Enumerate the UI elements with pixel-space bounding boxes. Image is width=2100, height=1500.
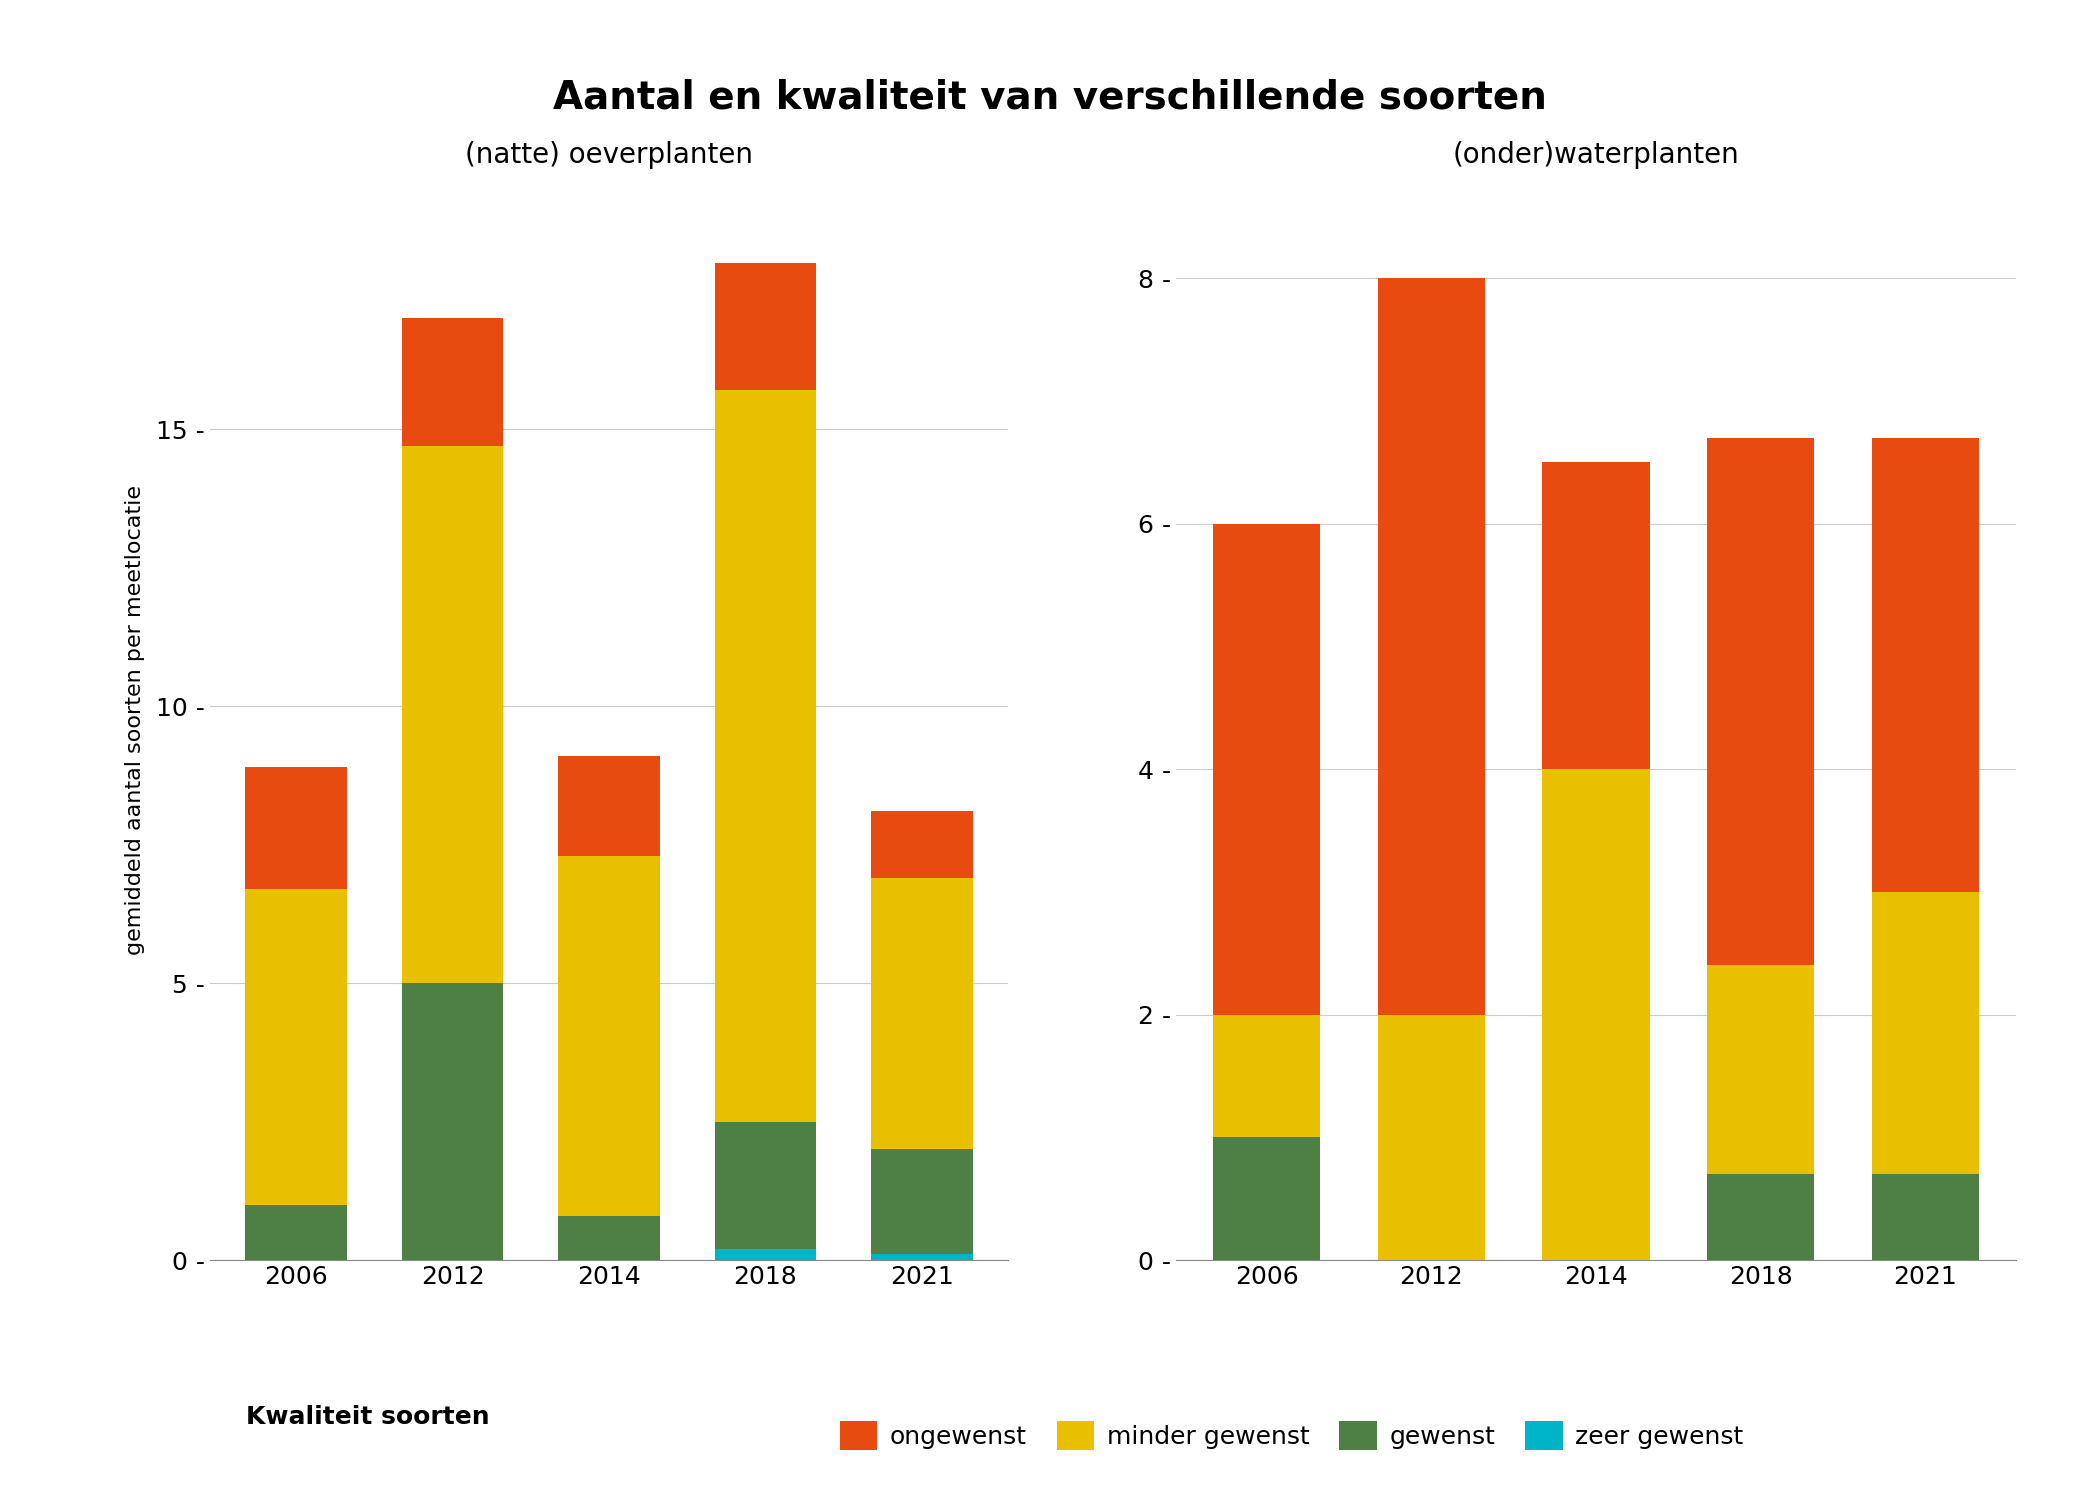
Bar bbox=[714, 262, 817, 390]
Bar bbox=[401, 318, 504, 446]
Bar bbox=[559, 1215, 659, 1260]
Bar bbox=[872, 878, 972, 1149]
Bar bbox=[1871, 438, 1978, 892]
Bar bbox=[714, 1122, 817, 1250]
Bar bbox=[1707, 1174, 1814, 1260]
Bar bbox=[401, 982, 504, 1260]
Bar bbox=[1544, 462, 1648, 770]
Bar bbox=[872, 1149, 972, 1254]
Bar bbox=[246, 1204, 346, 1260]
Bar bbox=[559, 756, 659, 855]
Bar bbox=[872, 1254, 972, 1260]
Legend: ongewenst, minder gewenst, gewenst, zeer gewenst: ongewenst, minder gewenst, gewenst, zeer… bbox=[840, 1420, 1743, 1450]
Bar bbox=[401, 446, 504, 983]
Bar bbox=[1707, 966, 1814, 1174]
Bar bbox=[1378, 278, 1485, 1014]
Bar bbox=[714, 1250, 817, 1260]
Bar bbox=[714, 390, 817, 1122]
Bar bbox=[1214, 1014, 1321, 1137]
Bar bbox=[1214, 1137, 1321, 1260]
Y-axis label: gemiddeld aantal soorten per meetlocatie: gemiddeld aantal soorten per meetlocatie bbox=[126, 484, 145, 956]
Bar bbox=[872, 812, 972, 877]
Bar bbox=[1707, 438, 1814, 966]
Title: (onder)waterplanten: (onder)waterplanten bbox=[1453, 141, 1739, 170]
Bar bbox=[1544, 770, 1648, 1260]
Bar bbox=[1871, 892, 1978, 1174]
Text: Kwaliteit soorten: Kwaliteit soorten bbox=[246, 1406, 489, 1429]
Title: (natte) oeverplanten: (natte) oeverplanten bbox=[464, 141, 754, 170]
Bar bbox=[1378, 1014, 1485, 1260]
Text: Aantal en kwaliteit van verschillende soorten: Aantal en kwaliteit van verschillende so… bbox=[552, 78, 1548, 117]
Bar bbox=[246, 890, 346, 1204]
Bar bbox=[559, 855, 659, 1215]
Bar bbox=[1871, 1174, 1978, 1260]
Bar bbox=[246, 766, 346, 890]
Bar bbox=[1214, 524, 1321, 1014]
